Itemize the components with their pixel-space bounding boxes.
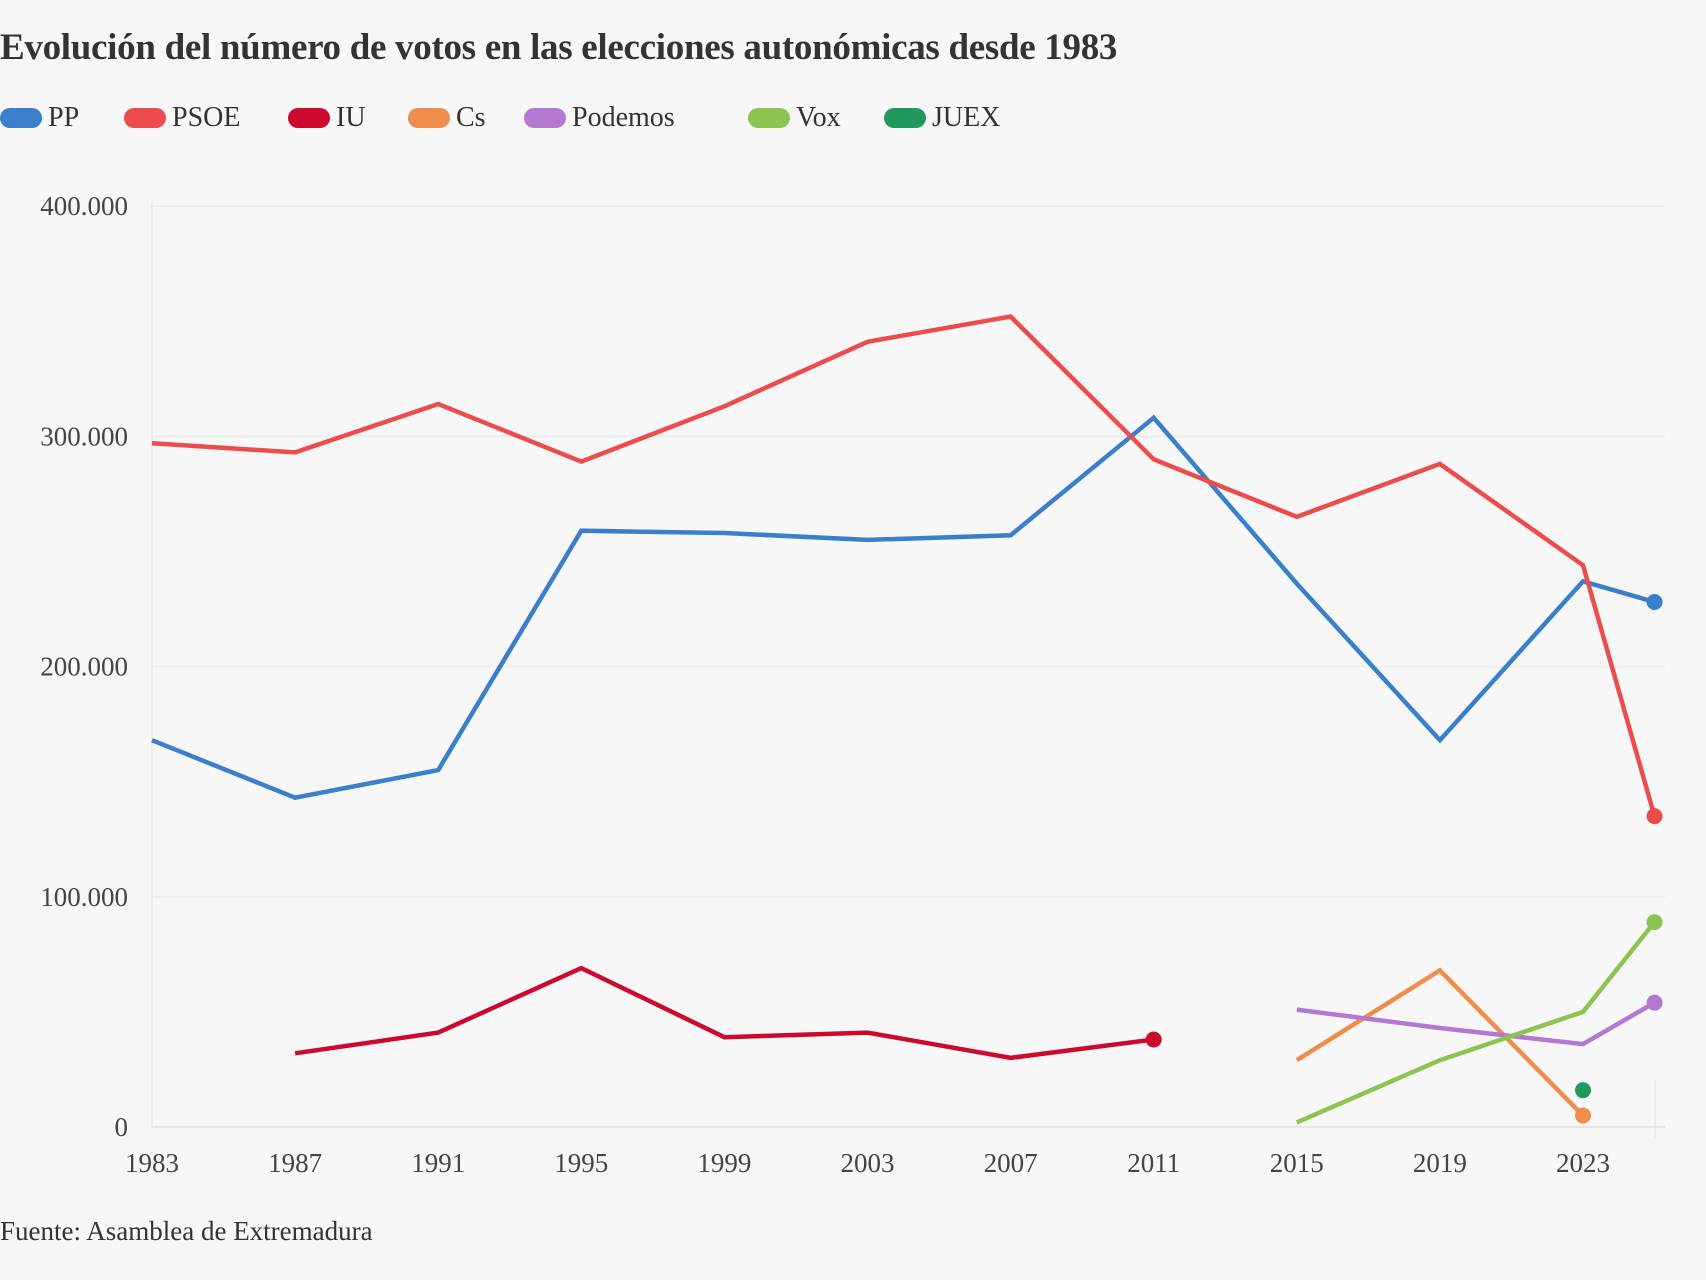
- legend-swatch-juex: [884, 108, 926, 128]
- x-tick-label: 2011: [1127, 1148, 1180, 1178]
- y-tick-label: 400.000: [40, 191, 128, 221]
- x-tick-label: 2007: [984, 1148, 1038, 1178]
- y-tick-label: 200.000: [40, 652, 128, 682]
- x-tick-label: 2023: [1556, 1148, 1610, 1178]
- legend-swatch-psoe: [124, 108, 166, 128]
- series-line-pp[interactable]: [151, 414, 1656, 801]
- legend-item-psoe[interactable]: PSOE: [124, 102, 240, 138]
- x-tick-label: 1999: [697, 1148, 751, 1178]
- end-marker-vox[interactable]: [1646, 914, 1663, 931]
- y-tick-label: 100.000: [40, 882, 128, 912]
- legend-label: PSOE: [172, 102, 241, 133]
- x-tick-label: 2015: [1270, 1148, 1324, 1178]
- legend-label: Cs: [456, 102, 486, 133]
- legend-swatch-pp: [0, 108, 42, 128]
- x-tick-label: 2003: [841, 1148, 895, 1178]
- legend-swatch-iu: [288, 108, 330, 128]
- legend-item-vox[interactable]: Vox: [748, 102, 841, 138]
- y-tick-label: 0: [115, 1112, 129, 1142]
- y-tick-label: 300.000: [40, 421, 128, 451]
- x-tick-label: 1983: [125, 1148, 179, 1178]
- series-podemos: [1296, 994, 1663, 1047]
- x-tick-label: 1995: [554, 1148, 608, 1178]
- legend-swatch-cs: [408, 108, 450, 128]
- series-line-vox[interactable]: [1295, 920, 1657, 1125]
- series-pp: [151, 414, 1663, 801]
- y-axis: 0 100.000 200.000 300.000 400.000: [40, 191, 128, 1142]
- legend-swatch-vox: [748, 108, 790, 128]
- legend-item-iu[interactable]: IU: [288, 102, 366, 138]
- end-marker-iu[interactable]: [1145, 1031, 1162, 1048]
- series-psoe: [151, 314, 1663, 825]
- series-line-iu[interactable]: [294, 965, 1154, 1061]
- legend-label: JUEX: [932, 102, 1001, 133]
- legend-label: PP: [48, 102, 80, 133]
- x-axis: 1983 1987 1991 1995 1999 2003 2007 2011 2015 2019…: [125, 1148, 1610, 1178]
- legend-item-juex[interactable]: JUEX: [884, 102, 1000, 138]
- legend-item-cs[interactable]: Cs: [408, 102, 486, 138]
- x-tick-label: 1987: [268, 1148, 322, 1178]
- end-marker-juex[interactable]: [1575, 1082, 1591, 1099]
- series-juex: [1575, 1082, 1591, 1099]
- end-marker-psoe[interactable]: [1646, 808, 1663, 825]
- series-vox: [1295, 914, 1663, 1125]
- x-tick-label: 1991: [411, 1148, 465, 1178]
- end-marker-pp[interactable]: [1646, 594, 1663, 611]
- grid: [151, 202, 1665, 1139]
- series-line-cs[interactable]: [1295, 967, 1585, 1118]
- series-group: [151, 314, 1663, 1125]
- legend-label: Podemos: [572, 102, 675, 133]
- end-marker-cs[interactable]: [1575, 1107, 1591, 1124]
- legend-swatch-podemos: [524, 108, 566, 128]
- chart-title: Evolución del número de votos en las ele…: [0, 27, 1118, 68]
- legend-item-pp[interactable]: PP: [0, 102, 79, 138]
- legend-label: IU: [336, 102, 366, 133]
- series-iu: [294, 965, 1162, 1061]
- series-cs: [1295, 967, 1591, 1124]
- x-tick-label: 2019: [1413, 1148, 1467, 1178]
- series-line-psoe[interactable]: [151, 314, 1657, 817]
- end-marker-podemos[interactable]: [1646, 994, 1663, 1011]
- legend-item-podemos[interactable]: Podemos: [524, 102, 675, 138]
- legend-label: Vox: [796, 102, 841, 133]
- source-note: Fuente: Asamblea de Extremadura: [0, 1216, 373, 1246]
